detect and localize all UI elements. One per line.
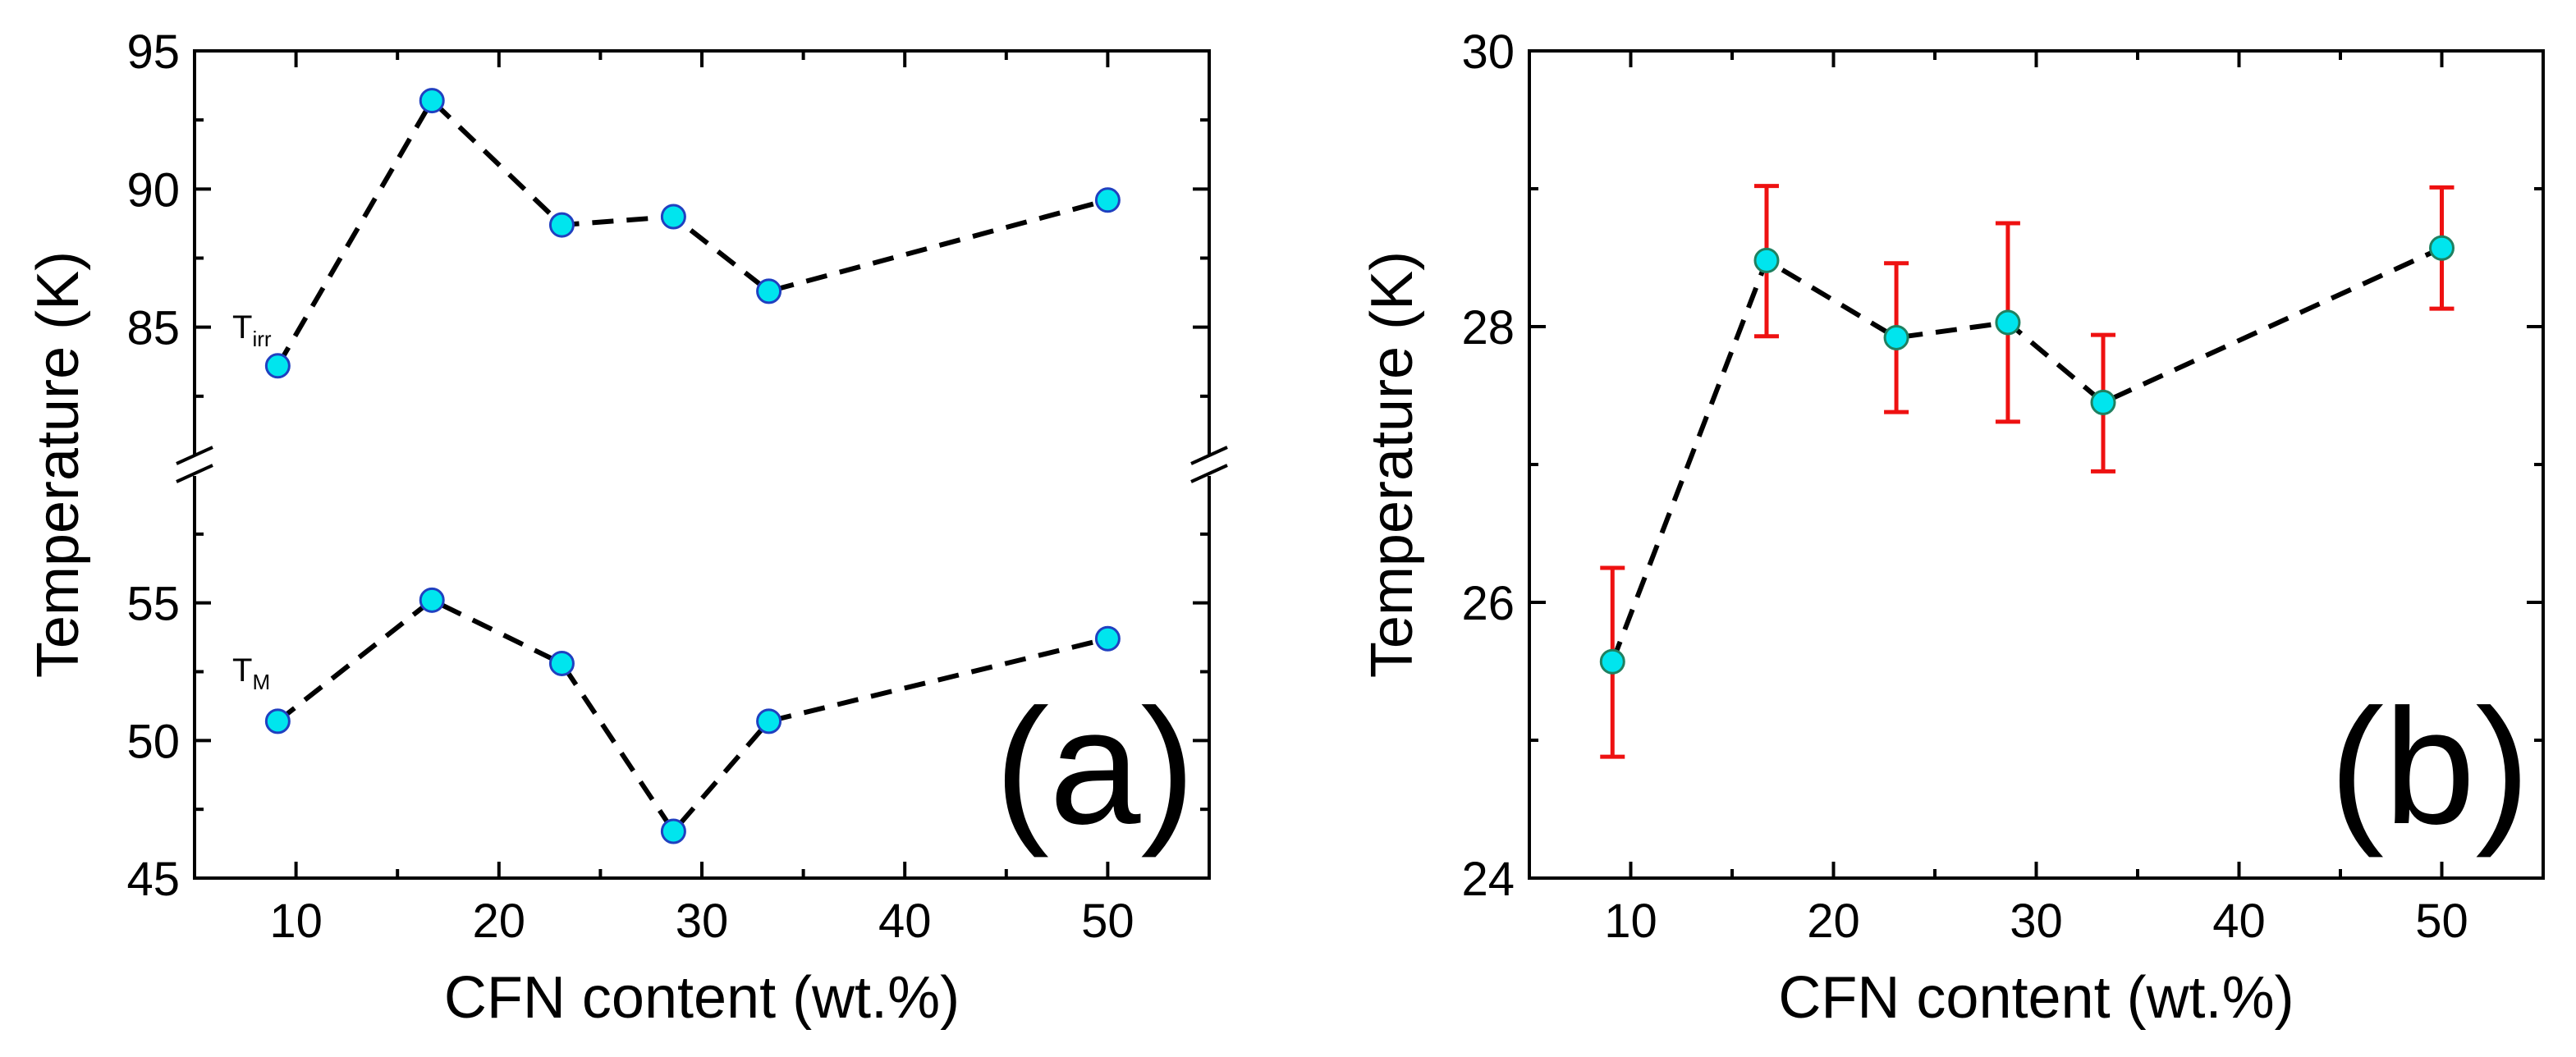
- panel-a-x-tick-label: 30: [676, 895, 729, 948]
- panel-a-chart: 10 20 30 40 50 85 90 95 45 50 55 (a) CFN content (…: [25, 25, 1231, 1031]
- panel-a-x-tick-label: 50: [1081, 895, 1134, 948]
- panel-b-x-tick-label: 20: [1807, 895, 1860, 948]
- panel-b-y-tick-label: 28: [1461, 301, 1515, 355]
- panel-b-point: [1599, 648, 1625, 675]
- panel-b-y-tick-label: 26: [1461, 577, 1515, 630]
- panel-a-y-tick-label: 50: [126, 715, 180, 768]
- axis-break-mark: [1190, 446, 1228, 465]
- axis-break-mark: [176, 446, 213, 465]
- panel-b-y-tick-label: 24: [1461, 853, 1515, 906]
- panel-b-x-tick-label: 50: [2415, 895, 2468, 948]
- series-t-irr-point: [419, 88, 445, 114]
- panel-b-point: [2429, 235, 2455, 261]
- series-t-m-point: [548, 650, 575, 676]
- panel-b-point: [1753, 247, 1780, 273]
- series-t-irr-line: [275, 96, 1109, 368]
- axis-break-mark: [1190, 464, 1228, 483]
- series-t-m-point: [1094, 625, 1121, 652]
- panel-a-y-tick-label: 55: [126, 578, 180, 631]
- axis-break-mark: [176, 464, 213, 483]
- panel-a-y-tick-label: 90: [126, 163, 180, 217]
- panel-b-point: [2090, 389, 2116, 415]
- panel-b-axes: 10 20 30 40 50 24 26 28 30: [1461, 25, 2545, 948]
- panel-b-series: [1599, 184, 2455, 759]
- panel-a-axes: 10 20 30 40 50 85 90 95 45 50 55: [126, 25, 1231, 948]
- panel-b-x-tick-label: 30: [2010, 895, 2063, 948]
- panel-a-y-tick-label: 95: [126, 25, 180, 79]
- panel-b-point: [1883, 324, 1909, 350]
- series-t-m-point: [756, 708, 782, 734]
- panel-a-label: (a): [995, 675, 1195, 858]
- panel-a-x-tick-label: 40: [878, 895, 932, 948]
- panel-b-chart: 10 20 30 40 50 24 26 28 30 (b) CFN content (wt.%…: [1359, 25, 2545, 1031]
- panel-b-label: (b): [2330, 675, 2530, 858]
- series-label-t-m-sub: M: [252, 670, 270, 694]
- series-label-t-m-main: T: [232, 652, 252, 689]
- series-label-t-irr: Tirr: [232, 309, 272, 351]
- series-t-m-point: [660, 818, 686, 844]
- series-label-t-irr-main: T: [232, 309, 252, 345]
- series-label-t-m: TM: [232, 652, 270, 694]
- series-t-irr-point: [660, 204, 686, 230]
- series-t-irr-point: [548, 212, 575, 238]
- series-t-m-point: [419, 587, 445, 613]
- panel-b-y-axis-title: Temperature (K): [1359, 251, 1425, 678]
- panel-a-series: [264, 88, 1121, 844]
- series-t-irr-point: [1094, 187, 1121, 213]
- series-t-m-point: [264, 708, 291, 734]
- panel-a-x-axis-title: CFN content (wt.%): [444, 965, 960, 1031]
- panel-a-x-tick-label: 20: [473, 895, 526, 948]
- panel-b-x-tick-label: 40: [2212, 895, 2266, 948]
- series-label-t-irr-sub: irr: [252, 327, 271, 351]
- panel-b-y-tick-label: 30: [1461, 25, 1515, 79]
- panel-a-y-axis-title: Temperature (K): [25, 251, 91, 678]
- series-t-irr-point: [264, 353, 291, 379]
- panel-b-point: [1995, 309, 2021, 336]
- panel-a-y-tick-label: 45: [126, 853, 180, 906]
- panel-b-x-tick-label: 10: [1604, 895, 1657, 948]
- panel-a-x-tick-label: 10: [269, 895, 323, 948]
- series-t-irr-point: [756, 278, 782, 304]
- series-t-m-line: [276, 597, 1109, 835]
- panel-b-series-line: [1610, 245, 2443, 663]
- panel-b-x-axis-title: CFN content (wt.%): [1778, 965, 2294, 1031]
- panel-a-y-tick-label: 85: [126, 302, 180, 355]
